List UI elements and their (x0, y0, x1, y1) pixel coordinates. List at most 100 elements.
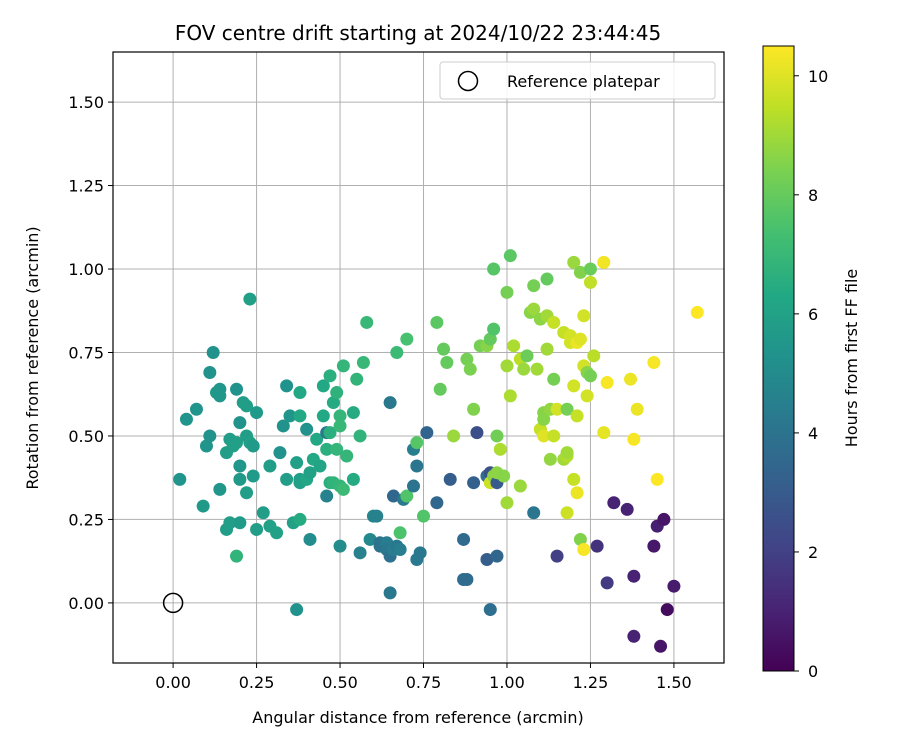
scatter-point (213, 482, 227, 496)
scatter-point (230, 549, 244, 563)
scatter-point (206, 345, 220, 359)
y-tick-label: 0.00 (68, 594, 104, 613)
scatter-point (256, 506, 270, 520)
chart-title: FOV centre drift starting at 2024/10/22 … (175, 21, 661, 45)
scatter-point (647, 539, 661, 553)
scatter-point (417, 509, 431, 523)
scatter-point (383, 396, 397, 410)
scatter-point (627, 569, 641, 583)
scatter-point (573, 265, 587, 279)
scatter-point (577, 542, 591, 556)
scatter-point (630, 402, 644, 416)
x-axis-ticks: 0.00 0.25 0.50 0.75 1.00 1.25 1.50 (155, 663, 692, 692)
scatter-point (196, 499, 210, 513)
scatter-point (203, 366, 217, 380)
scatter-point (560, 446, 574, 460)
scatter-point (624, 372, 638, 386)
x-tick-label: 0.50 (322, 673, 358, 692)
scatter-point (330, 386, 344, 400)
scatter-point (240, 486, 254, 500)
scatter-point (480, 552, 494, 566)
scatter-point (597, 426, 611, 440)
scatter-point (336, 359, 350, 373)
scatter-point (654, 639, 668, 653)
scatter-point (213, 389, 227, 403)
scatter-point (386, 489, 400, 503)
colorbar-tick-label: 6 (808, 305, 818, 324)
data-points (173, 249, 704, 653)
scatter-point (223, 516, 237, 530)
reference-platepar-marker (162, 592, 184, 614)
scatter-point (293, 512, 307, 526)
scatter-point (280, 472, 294, 486)
scatter-point (310, 432, 324, 446)
scatter-point (460, 352, 474, 366)
scatter-point (290, 603, 304, 617)
colorbar-label: Hours from first FF file (842, 269, 861, 448)
scatter-point (383, 586, 397, 600)
scatter-point (250, 522, 264, 536)
scatter-point (550, 402, 564, 416)
scatter-point (393, 526, 407, 540)
scatter-point (316, 409, 330, 423)
scatter-point (320, 442, 334, 456)
scatter-point (527, 302, 541, 316)
scatter-point (527, 506, 541, 520)
scatter-point (560, 506, 574, 520)
colorbar-tick-label: 4 (808, 424, 818, 443)
scatter-point (333, 539, 347, 553)
scatter-point (467, 402, 481, 416)
scatter-point (420, 426, 434, 440)
scatter-point (313, 459, 327, 473)
x-tick-label: 0.00 (155, 673, 191, 692)
scatter-point (463, 362, 477, 376)
scatter-point (356, 356, 370, 370)
scatter-point (540, 342, 554, 356)
scatter-point (647, 356, 661, 370)
scatter-point (577, 309, 591, 323)
scatter-point (537, 429, 551, 443)
scatter-point (597, 255, 611, 269)
scatter-point (233, 459, 247, 473)
scatter-point (273, 446, 287, 460)
scatter-point (300, 422, 314, 436)
scatter-point (303, 532, 317, 546)
scatter-point (363, 532, 377, 546)
x-tick-label: 0.75 (406, 673, 442, 692)
scatter-point (527, 279, 541, 293)
scatter-point (573, 332, 587, 346)
y-axis-label: Rotation from reference (arcmin) (23, 226, 42, 489)
scatter-point (323, 426, 337, 440)
scatter-point (590, 539, 604, 553)
scatter-point (246, 439, 260, 453)
scatter-point (570, 486, 584, 500)
scatter-point (303, 466, 317, 480)
scatter-point (336, 482, 350, 496)
scatter-point (320, 489, 334, 503)
scatter-point (567, 472, 581, 486)
scatter-point (627, 629, 641, 643)
scatter-point (293, 386, 307, 400)
scatter-point (483, 332, 497, 346)
scatter-point (233, 516, 247, 530)
scatter-point (547, 429, 561, 443)
x-tick-label: 1.25 (573, 673, 609, 692)
scatter-point (580, 389, 594, 403)
scatter-point (263, 459, 277, 473)
y-tick-label: 0.25 (68, 510, 104, 529)
scatter-point (290, 456, 304, 470)
scatter-point (283, 409, 297, 423)
scatter-point (230, 436, 244, 450)
scatter-point (393, 542, 407, 556)
scatter-point (500, 496, 514, 510)
scatter-point (447, 429, 461, 443)
y-axis-ticks: 0.00 0.25 0.50 0.75 1.00 1.25 1.50 (68, 93, 113, 613)
scatter-point (547, 315, 561, 329)
scatter-point (346, 406, 360, 420)
scatter-point (270, 526, 284, 540)
scatter-point (517, 362, 531, 376)
scatter-point (483, 603, 497, 617)
scatter-point (490, 549, 504, 563)
y-tick-label: 0.75 (68, 343, 104, 362)
colorbar-tick-label: 8 (808, 186, 818, 205)
